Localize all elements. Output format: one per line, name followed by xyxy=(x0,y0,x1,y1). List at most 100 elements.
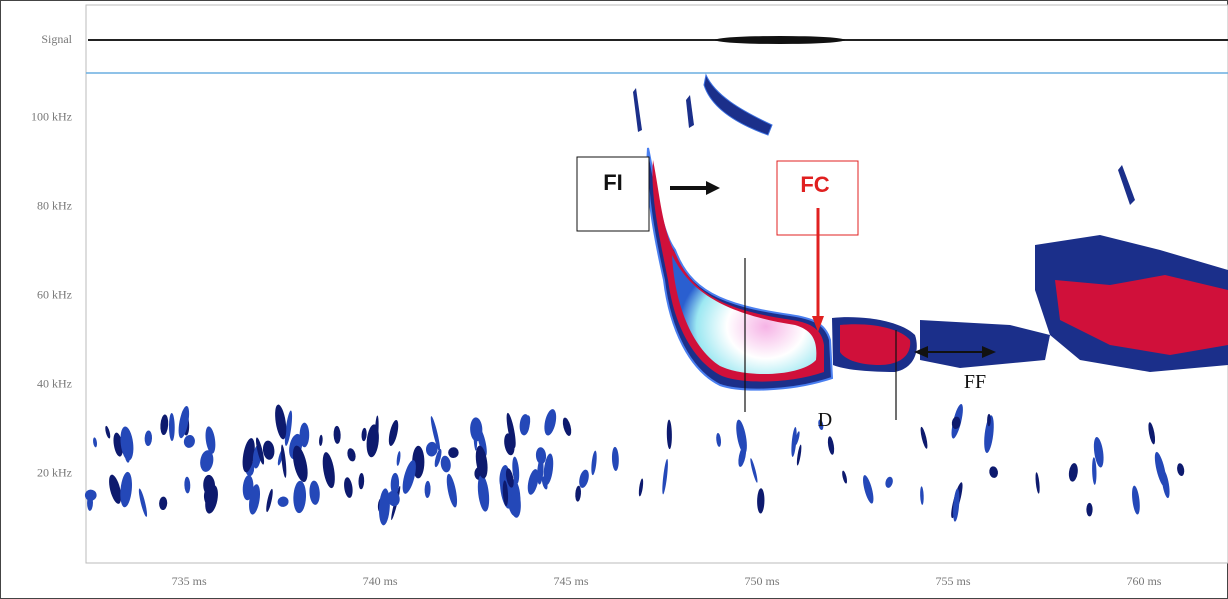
noise-blob xyxy=(242,438,255,473)
noise-blob xyxy=(361,427,367,442)
noise-blob xyxy=(920,426,928,449)
noise-blob xyxy=(512,456,520,484)
noise-blob xyxy=(953,488,960,522)
x-tick-label: 760 ms xyxy=(1126,574,1161,588)
noise-blob xyxy=(736,419,747,454)
noise-blob xyxy=(347,448,356,462)
noise-blob xyxy=(200,450,214,472)
y-tick-label: 80 kHz xyxy=(37,198,72,212)
noise-blob xyxy=(1068,463,1078,482)
x-tick-label: 740 ms xyxy=(363,574,398,588)
noise-blob xyxy=(205,426,216,454)
noise-blob xyxy=(424,480,431,499)
noise-blob xyxy=(275,404,287,440)
noise-blob xyxy=(255,437,265,465)
noise-blob xyxy=(292,445,308,483)
noise-blob xyxy=(716,432,722,447)
noise-blob xyxy=(109,474,122,504)
signal-label: Signal xyxy=(41,32,72,46)
noise-blob xyxy=(507,479,521,516)
noise-blob xyxy=(434,448,442,468)
noise-blob xyxy=(390,472,400,496)
noise-blob xyxy=(309,480,320,505)
noise-blob xyxy=(284,410,293,446)
noise-blob xyxy=(543,453,554,486)
noise-blob xyxy=(796,444,802,466)
noise-blob xyxy=(358,473,365,490)
noise-blob xyxy=(591,450,597,476)
noise-blob xyxy=(160,414,169,436)
noise-blob xyxy=(920,486,924,505)
noise-blob xyxy=(84,489,97,501)
noise-blob xyxy=(1086,502,1093,517)
noise-blob xyxy=(475,445,488,479)
noise-blob xyxy=(281,444,287,478)
noise-blob xyxy=(575,485,581,502)
ff-arrowhead xyxy=(982,346,996,358)
noise-blob xyxy=(266,488,273,513)
noise-blob xyxy=(519,414,530,436)
noise-blob xyxy=(144,430,153,447)
noise-blob xyxy=(93,437,98,448)
noise-blob xyxy=(579,469,589,488)
noise-blob xyxy=(477,474,490,512)
noise-blob xyxy=(105,425,111,439)
noise-blob xyxy=(440,455,451,473)
noise-blob xyxy=(1092,457,1097,485)
x-tick-label: 750 ms xyxy=(745,574,780,588)
noise-blob xyxy=(1154,451,1167,487)
noise-blob xyxy=(611,446,619,471)
y-tick-label: 60 kHz xyxy=(37,287,72,301)
noise-blob xyxy=(984,415,994,453)
noise-blob xyxy=(1132,485,1140,515)
noise-blob xyxy=(1177,463,1185,477)
ff-label: FF xyxy=(964,371,986,393)
noise-blob xyxy=(387,490,400,507)
call-tail-far xyxy=(920,320,1050,368)
noise-blob xyxy=(293,480,307,514)
noise-blob xyxy=(277,496,289,507)
signal-burst xyxy=(715,36,845,44)
noise-blob xyxy=(178,405,190,439)
noise-blob xyxy=(506,412,516,449)
noise-blob xyxy=(1035,472,1040,494)
call-core xyxy=(672,255,817,375)
noise-blob xyxy=(249,484,261,515)
noise-blob xyxy=(159,496,168,511)
noise-blob xyxy=(987,413,991,427)
noise-blob xyxy=(666,419,672,450)
noise-blob xyxy=(333,425,341,444)
noise-blob xyxy=(299,422,310,448)
noise-blob xyxy=(1093,437,1104,468)
noise-blob xyxy=(535,447,547,465)
noise-blob xyxy=(262,440,275,460)
noise-blob xyxy=(183,434,195,448)
noise-blob xyxy=(375,415,379,443)
fi-box xyxy=(576,156,650,232)
x-tick-label: 755 ms xyxy=(935,574,970,588)
fc-arrowhead xyxy=(812,316,824,332)
noise-blob xyxy=(205,485,218,514)
noise-blob xyxy=(527,469,539,495)
harmonic xyxy=(703,73,773,136)
noise-layer xyxy=(84,404,1185,526)
noise-blob xyxy=(885,476,893,488)
x-tick-label: 735 ms xyxy=(172,574,207,588)
noise-blob xyxy=(344,477,353,498)
noise-blob xyxy=(396,451,401,466)
noise-blob xyxy=(446,473,458,508)
noise-blob xyxy=(138,488,148,517)
noise-blob xyxy=(430,416,441,452)
noise-blob xyxy=(425,441,438,457)
y-tick-label: 40 kHz xyxy=(37,377,72,391)
noise-blob xyxy=(322,452,335,489)
y-tick-label: 100 kHz xyxy=(31,109,72,123)
harmonic xyxy=(633,88,642,132)
noise-blob xyxy=(1148,422,1156,445)
noise-blob xyxy=(473,420,478,451)
y-tick-label: 20 kHz xyxy=(37,466,72,480)
noise-blob xyxy=(863,475,874,504)
fi-arrowhead xyxy=(706,181,720,195)
noise-blob xyxy=(951,416,961,430)
noise-blob xyxy=(448,447,459,458)
